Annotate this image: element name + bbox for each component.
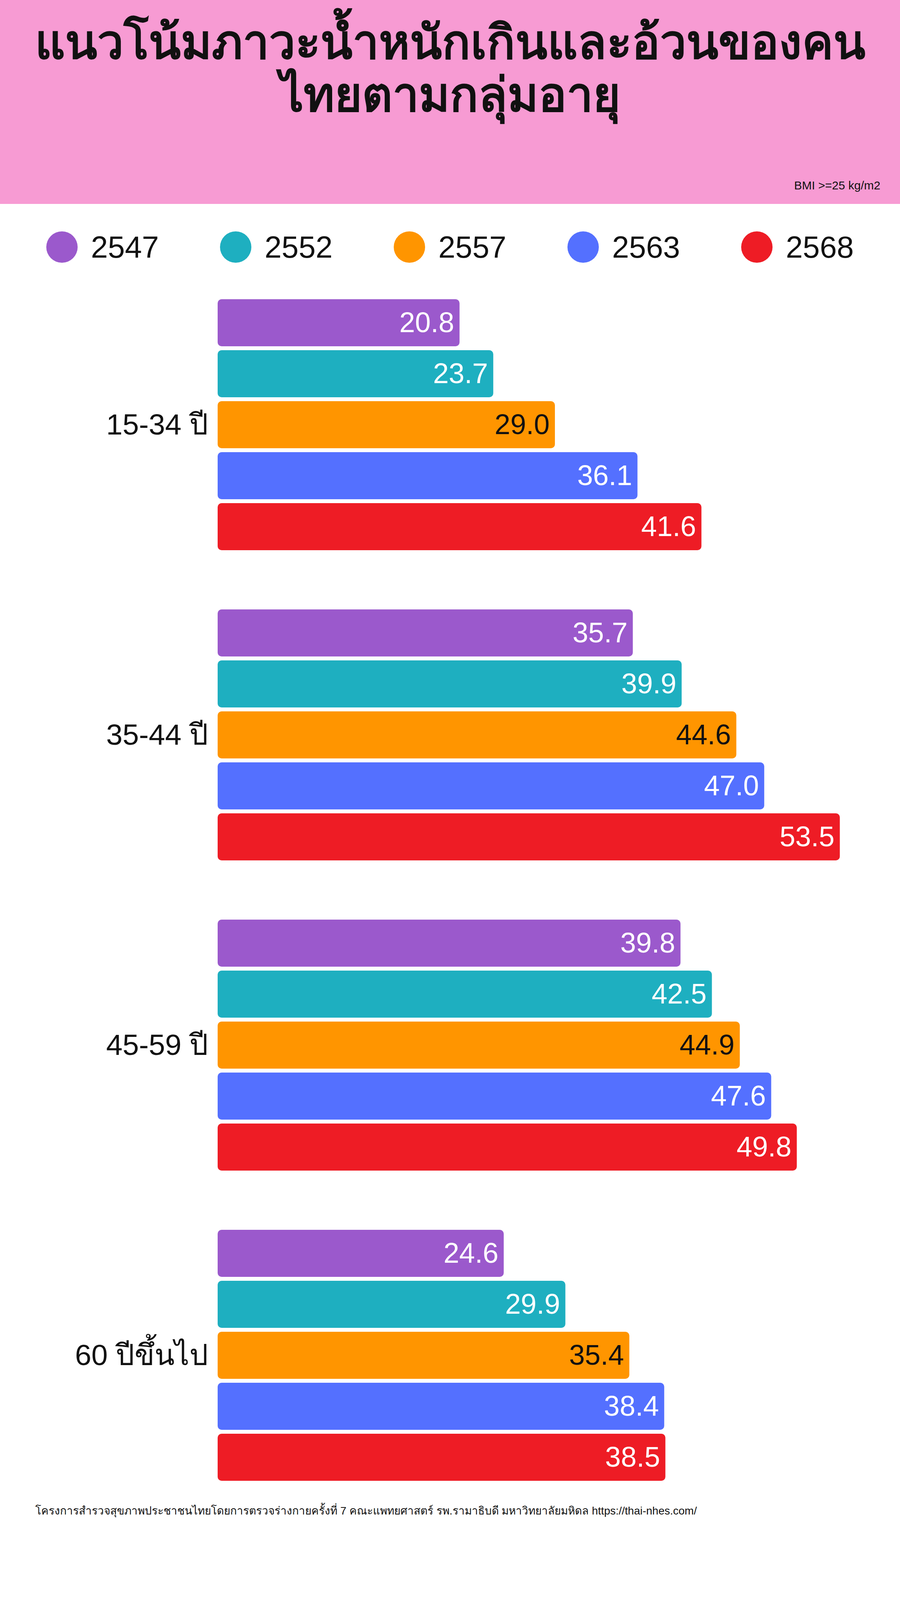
svg-text:23.7: 23.7 [432, 357, 488, 390]
html-text:BMI >=25 kg/m2: BMI >=25 kg/m2 [794, 178, 881, 192]
html-text:2568: 2568 [785, 229, 854, 265]
svg-text:35.7: 35.7 [572, 616, 628, 649]
svg-text:36.1: 36.1 [577, 459, 633, 491]
svg-text:42.5: 42.5 [651, 978, 707, 1010]
svg-text:29.0: 29.0 [494, 408, 550, 440]
svg-text:60 ปีขึ้นไป: 60 ปีขึ้นไป [74, 1333, 209, 1372]
svg-text:24.6: 24.6 [443, 1237, 499, 1269]
svg-text:35-44 ปี: 35-44 ปี [106, 718, 209, 751]
html-text:โครงการสำรวจสุขภาพประชาชนไทยโด: โครงการสำรวจสุขภาพประชาชนไทยโดยการตรวจร่… [35, 1504, 697, 1517]
svg-text:20.8: 20.8 [399, 306, 455, 339]
html-text:แนวโน้มภาวะน้ำหนักเกินและอ้วนข: แนวโน้มภาวะน้ำหนักเกินและอ้วนของคนไทยตาม… [34, 15, 866, 121]
svg-text:39.9: 39.9 [621, 667, 677, 700]
svg-text:38.5: 38.5 [605, 1441, 660, 1473]
svg-text:15-34 ปี: 15-34 ปี [106, 407, 209, 441]
svg-text:53.5: 53.5 [779, 820, 835, 853]
svg-text:38.4: 38.4 [603, 1390, 659, 1422]
html-text:2552: 2552 [264, 229, 333, 265]
svg-text:45-59 ปี: 45-59 ปี [106, 1028, 209, 1062]
svg-text:44.6: 44.6 [676, 718, 731, 751]
html-text:2547: 2547 [90, 229, 159, 265]
svg-text:49.8: 49.8 [736, 1130, 792, 1163]
svg-text:41.6: 41.6 [641, 510, 697, 542]
svg-text:35.4: 35.4 [569, 1339, 624, 1371]
html-text:2557: 2557 [438, 229, 507, 265]
svg-text:39.8: 39.8 [620, 927, 676, 959]
svg-text:47.0: 47.0 [703, 769, 759, 802]
svg-text:44.9: 44.9 [679, 1029, 735, 1061]
svg-text:47.6: 47.6 [710, 1080, 766, 1112]
html-text:2563: 2563 [612, 229, 681, 265]
svg-text:29.9: 29.9 [505, 1288, 560, 1320]
